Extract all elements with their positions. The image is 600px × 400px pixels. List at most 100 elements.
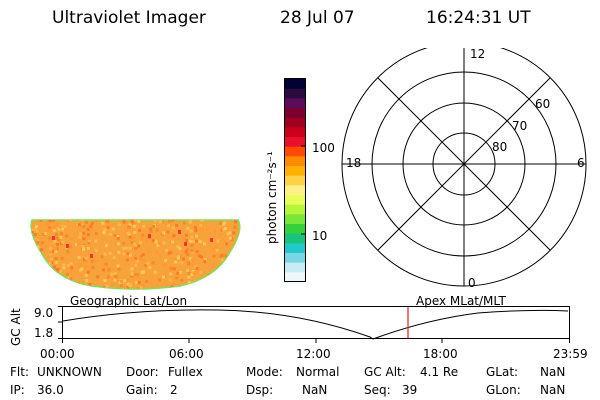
time-label-2359: 23:59 xyxy=(553,347,588,361)
map-pixel xyxy=(49,252,52,256)
time-label: 16:24:31 UT xyxy=(426,8,531,28)
map-pixel xyxy=(192,285,196,289)
map-pixel xyxy=(84,256,88,260)
map-pixel xyxy=(66,250,70,254)
map-pixel xyxy=(172,226,176,230)
map-pixel xyxy=(167,224,171,228)
map-pixel xyxy=(47,216,50,219)
map-pixel xyxy=(237,249,240,253)
map-pixel xyxy=(106,225,110,229)
map-pixel xyxy=(226,285,230,289)
map-pixel xyxy=(59,236,63,239)
map-pixel xyxy=(44,245,48,248)
dsp-label: Dsp: xyxy=(246,383,274,397)
map-pixel xyxy=(186,269,189,272)
map-pixel xyxy=(37,261,41,265)
map-pixel xyxy=(151,261,155,265)
map-pixel xyxy=(109,233,112,236)
altitude-curve xyxy=(62,309,569,340)
map-pixel xyxy=(122,241,126,245)
map-pixel xyxy=(159,254,162,257)
map-pixel xyxy=(31,259,34,263)
map-pixel xyxy=(86,270,90,274)
colorbar xyxy=(284,78,306,283)
map-pixel xyxy=(40,279,44,283)
gcalt-value: 4.1 Re xyxy=(420,365,459,379)
map-pixel xyxy=(132,224,136,228)
map-pixel xyxy=(124,242,128,246)
map-pixel xyxy=(189,229,193,233)
map-pixel xyxy=(141,253,145,257)
map-pixel xyxy=(94,220,98,222)
map-pixel xyxy=(117,223,121,227)
colorbar-block xyxy=(285,204,305,215)
map-pixel xyxy=(238,276,240,280)
map-pixel xyxy=(175,223,179,227)
map-pixel xyxy=(234,220,238,224)
map-pixel xyxy=(198,240,202,244)
map-pixel xyxy=(31,286,34,289)
map-pixel xyxy=(167,251,171,255)
map-pixel xyxy=(172,267,176,271)
map-pixel xyxy=(200,255,203,259)
map-pixel xyxy=(202,242,206,246)
map-pixel xyxy=(194,229,198,233)
map-pixel xyxy=(80,267,84,271)
map-pixel xyxy=(149,216,152,219)
map-pixel xyxy=(193,285,196,289)
map-pixel xyxy=(228,231,232,235)
map-pixel xyxy=(171,240,175,244)
map-pixel xyxy=(176,245,180,249)
map-pixel xyxy=(220,253,224,257)
map-pixel xyxy=(117,242,120,246)
map-pixel xyxy=(153,220,157,222)
ip-label: IP: xyxy=(10,383,25,397)
map-pixel xyxy=(236,248,239,252)
map-pixel xyxy=(78,236,81,240)
map-pixel xyxy=(226,268,230,272)
map-pixel xyxy=(85,221,88,225)
map-pixel xyxy=(220,273,224,277)
map-pixel xyxy=(236,251,240,255)
map-pixel xyxy=(84,273,88,277)
map-pixel xyxy=(229,258,233,262)
time-label-0600: 06:00 xyxy=(169,347,204,361)
map-pixel xyxy=(112,215,115,218)
map-pixel xyxy=(112,256,116,260)
map-pixel xyxy=(146,262,150,266)
map-pixel xyxy=(65,214,68,217)
map-pixel xyxy=(63,282,67,286)
map-pixel xyxy=(153,271,157,275)
colorbar-block xyxy=(285,262,305,273)
map-pixel xyxy=(158,278,162,282)
map-pixel xyxy=(89,225,93,228)
map-pixel xyxy=(138,228,141,232)
map-pixel xyxy=(47,226,51,230)
map-pixel xyxy=(76,242,80,246)
map-pixel xyxy=(137,281,141,284)
map-pixel xyxy=(52,215,55,218)
apex-label: Apex MLat/MLT xyxy=(416,294,506,308)
map-pixel xyxy=(130,274,134,278)
map-pixel xyxy=(111,227,115,231)
map-pixel xyxy=(94,239,98,243)
map-pixel xyxy=(81,223,85,226)
lat-label-80: 80 xyxy=(492,140,508,154)
map-pixel xyxy=(190,235,194,239)
glat-value: NaN xyxy=(540,365,566,379)
glon-value: NaN xyxy=(540,383,566,397)
map-pixel xyxy=(85,279,89,283)
gcalt-label: GC Alt: xyxy=(364,365,406,379)
map-pixel xyxy=(228,236,232,240)
map-pixel xyxy=(172,234,176,238)
colorbar-block xyxy=(285,117,305,128)
map-pixel xyxy=(179,287,183,289)
map-pixel xyxy=(99,216,102,219)
map-pixel xyxy=(199,223,203,227)
map-pixel xyxy=(60,257,64,260)
lat-label-70: 70 xyxy=(512,119,528,133)
map-pixel xyxy=(155,228,159,232)
map-pixel xyxy=(232,231,236,235)
map-pixel xyxy=(220,258,224,262)
map-pixel xyxy=(65,234,69,238)
